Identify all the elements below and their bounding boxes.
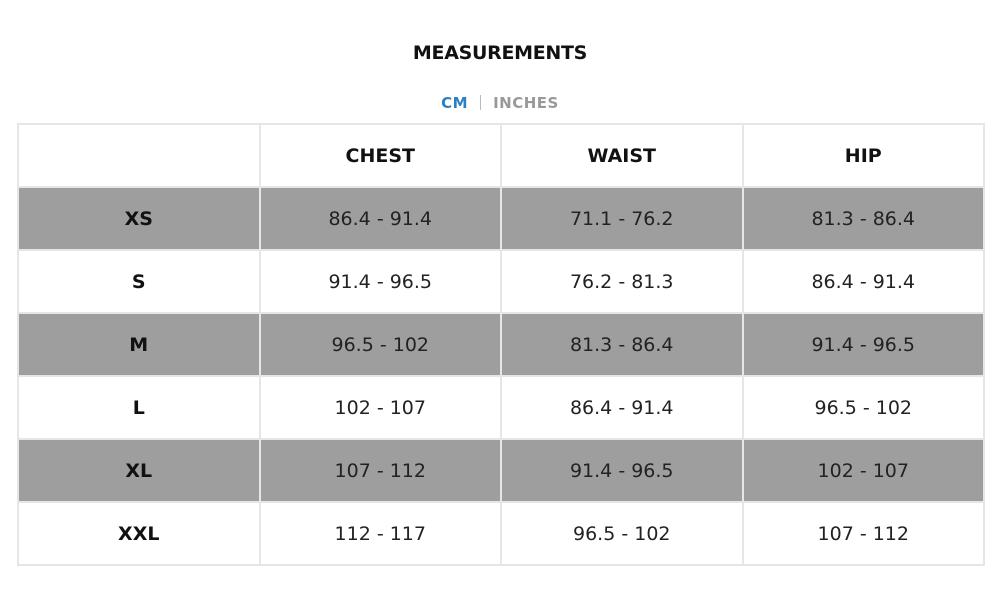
waist-cell: 96.5 - 102 — [500, 501, 744, 566]
table-row: S 91.4 - 96.5 76.2 - 81.3 86.4 - 91.4 — [17, 249, 985, 314]
table-row: XS 86.4 - 91.4 71.1 - 76.2 81.3 - 86.4 — [17, 186, 985, 251]
size-cell: XXL — [17, 501, 261, 566]
hip-cell: 86.4 - 91.4 — [741, 249, 985, 314]
divider — [480, 95, 482, 110]
unit-inches-button[interactable]: INCHES — [493, 94, 559, 112]
table-row: XL 107 - 112 91.4 - 96.5 102 - 107 — [17, 438, 985, 503]
chest-cell: 91.4 - 96.5 — [258, 249, 502, 314]
header-waist: WAIST — [500, 123, 744, 188]
hip-cell: 107 - 112 — [741, 501, 985, 566]
hip-cell: 81.3 - 86.4 — [741, 186, 985, 251]
table-row: XXL 112 - 117 96.5 - 102 107 - 112 — [17, 501, 985, 566]
size-cell: XS — [17, 186, 261, 251]
table-row: L 102 - 107 86.4 - 91.4 96.5 - 102 — [17, 375, 985, 440]
header-size — [17, 123, 261, 188]
waist-cell: 76.2 - 81.3 — [500, 249, 744, 314]
size-cell: S — [17, 249, 261, 314]
size-cell: M — [17, 312, 261, 377]
size-cell: L — [17, 375, 261, 440]
chest-cell: 107 - 112 — [258, 438, 502, 503]
page-title: MEASUREMENTS — [412, 42, 588, 64]
chest-cell: 102 - 107 — [258, 375, 502, 440]
unit-cm-button[interactable]: CM — [441, 94, 469, 112]
chest-cell: 112 - 117 — [258, 501, 502, 566]
header-chest: CHEST — [258, 123, 502, 188]
hip-cell: 102 - 107 — [741, 438, 985, 503]
chest-cell: 86.4 - 91.4 — [258, 186, 502, 251]
size-cell: XL — [17, 438, 261, 503]
waist-cell: 91.4 - 96.5 — [500, 438, 744, 503]
hip-cell: 96.5 - 102 — [741, 375, 985, 440]
table-header-row: CHEST WAIST HIP — [17, 123, 985, 188]
waist-cell: 86.4 - 91.4 — [500, 375, 744, 440]
unit-toggle: CM INCHES — [0, 94, 1000, 112]
waist-cell: 81.3 - 86.4 — [500, 312, 744, 377]
header-hip: HIP — [741, 123, 985, 188]
hip-cell: 91.4 - 96.5 — [741, 312, 985, 377]
table-row: M 96.5 - 102 81.3 - 86.4 91.4 - 96.5 — [17, 312, 985, 377]
size-chart-table: CHEST WAIST HIP XS 86.4 - 91.4 71.1 - 76.2… — [17, 123, 985, 566]
waist-cell: 71.1 - 76.2 — [500, 186, 744, 251]
chest-cell: 96.5 - 102 — [258, 312, 502, 377]
